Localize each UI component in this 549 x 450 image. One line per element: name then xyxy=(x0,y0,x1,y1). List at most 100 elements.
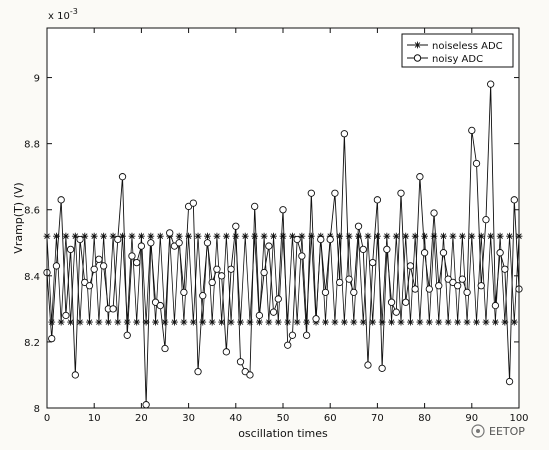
data-point-circle xyxy=(227,265,235,273)
data-point-circle xyxy=(298,252,306,260)
data-point-circle xyxy=(416,173,424,181)
data-point-asterisk xyxy=(227,318,235,326)
legend: noiseless ADC noisy ADC xyxy=(401,33,514,68)
data-point-circle xyxy=(288,331,297,339)
data-point-asterisk xyxy=(496,232,504,240)
data-point-circle xyxy=(142,401,150,409)
data-point-circle xyxy=(180,288,188,296)
data-point-asterisk xyxy=(355,232,362,240)
data-point-asterisk xyxy=(397,318,405,326)
data-point-circle xyxy=(439,249,448,257)
data-point-asterisk xyxy=(473,318,480,326)
data-point-circle xyxy=(279,206,287,214)
legend-label-noisy: noisy ADC xyxy=(432,54,483,65)
data-point-asterisk xyxy=(128,232,136,240)
x-tick-label: 50 xyxy=(277,413,290,424)
data-point-asterisk xyxy=(492,318,499,326)
data-point-asterisk xyxy=(222,232,230,240)
data-point-circle xyxy=(425,285,433,293)
data-point-asterisk xyxy=(142,318,150,326)
data-point-circle xyxy=(128,252,136,260)
data-point-asterisk xyxy=(289,232,296,240)
data-point-asterisk xyxy=(76,318,84,326)
data-point-asterisk xyxy=(350,318,358,326)
data-point-circle xyxy=(402,298,410,306)
data-point-asterisk xyxy=(133,318,141,326)
data-point-circle xyxy=(175,239,183,247)
data-point-asterisk xyxy=(510,318,518,326)
eetop-logo-dot-icon xyxy=(476,429,480,433)
data-point-asterisk xyxy=(104,318,112,326)
x-tick-label: 90 xyxy=(465,413,478,424)
legend-asterisk-icon xyxy=(414,41,421,49)
data-point-circle xyxy=(317,235,325,244)
data-point-asterisk xyxy=(482,318,490,326)
data-point-asterisk xyxy=(421,232,428,240)
data-point-asterisk xyxy=(383,232,391,240)
data-point-circle xyxy=(463,288,471,296)
data-point-circle xyxy=(510,196,518,204)
data-point-circle xyxy=(331,189,339,197)
data-point-asterisk xyxy=(147,232,155,240)
data-point-asterisk xyxy=(90,232,98,240)
data-point-asterisk xyxy=(284,318,292,326)
series-noisy-adc xyxy=(43,80,523,409)
data-point-asterisk xyxy=(204,232,211,240)
data-point-circle xyxy=(472,159,481,168)
y-tick-label: 8.8 xyxy=(24,140,40,151)
x-tick-label: 80 xyxy=(418,413,431,424)
data-point-asterisk xyxy=(506,232,513,240)
data-point-asterisk xyxy=(369,318,377,326)
data-point-asterisk xyxy=(189,318,197,326)
x-tick-label: 20 xyxy=(135,413,148,424)
data-point-asterisk xyxy=(241,232,249,240)
data-point-circle xyxy=(274,295,282,303)
data-point-circle xyxy=(222,348,231,356)
data-point-asterisk xyxy=(307,232,315,240)
x-tick-label: 100 xyxy=(509,413,528,424)
data-point-asterisk xyxy=(114,318,122,326)
data-point-circle xyxy=(458,275,467,283)
data-point-asterisk xyxy=(208,318,216,326)
data-point-asterisk xyxy=(487,232,495,240)
data-point-circle xyxy=(496,249,504,257)
data-point-circle xyxy=(90,265,98,273)
data-point-asterisk xyxy=(463,318,471,326)
data-point-circle xyxy=(118,173,127,181)
data-point-circle xyxy=(208,278,216,287)
data-point-circle xyxy=(487,80,495,88)
data-point-circle xyxy=(321,288,330,296)
data-point-asterisk xyxy=(199,318,207,326)
data-point-circle xyxy=(359,245,367,254)
data-point-asterisk xyxy=(331,318,339,326)
data-point-circle xyxy=(340,130,349,138)
data-point-asterisk xyxy=(156,232,164,240)
data-point-asterisk xyxy=(440,232,447,240)
data-point-circle xyxy=(335,278,344,287)
data-point-asterisk xyxy=(322,318,329,326)
data-point-asterisk xyxy=(67,318,74,326)
data-point-circle xyxy=(48,334,56,343)
data-point-asterisk xyxy=(416,318,424,326)
data-point-asterisk xyxy=(425,318,433,326)
data-point-circle xyxy=(420,249,429,257)
data-point-asterisk xyxy=(444,318,452,326)
data-point-asterisk xyxy=(185,232,192,240)
data-point-circle xyxy=(369,258,377,267)
data-point-circle xyxy=(114,235,122,244)
data-point-asterisk xyxy=(218,318,226,326)
data-point-circle xyxy=(251,202,259,211)
data-point-asterisk xyxy=(171,318,178,326)
x-tick-label: 30 xyxy=(182,413,195,424)
data-point-circle xyxy=(161,344,169,353)
data-point-asterisk xyxy=(256,318,263,326)
data-point-asterisk xyxy=(430,232,438,240)
data-point-asterisk xyxy=(336,232,344,240)
data-point-circle xyxy=(71,371,79,379)
data-point-circle xyxy=(123,331,131,339)
data-point-circle xyxy=(85,282,94,290)
data-point-asterisk xyxy=(345,232,353,240)
data-point-circle xyxy=(307,189,315,197)
data-point-circle xyxy=(302,331,311,339)
